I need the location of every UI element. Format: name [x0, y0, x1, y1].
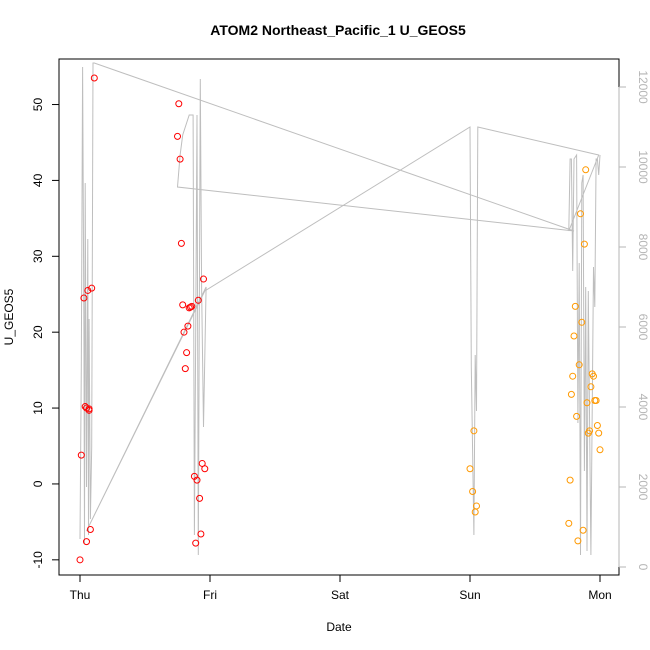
data-point: [200, 275, 207, 283]
data-point: [176, 155, 184, 163]
data-point: [177, 239, 185, 247]
y2-tick-label: 4000: [636, 394, 650, 421]
data-point: [473, 502, 480, 510]
y-tick-label: 30: [31, 249, 45, 263]
y2-tick-label: 0: [636, 564, 650, 571]
data-point: [85, 406, 93, 414]
data-point: [470, 427, 478, 435]
data-point: [88, 284, 96, 292]
data-point: [587, 383, 595, 391]
data-point: [184, 322, 192, 330]
data-point: [575, 361, 583, 369]
y2-tick-label: 2000: [636, 474, 650, 501]
data-point: [582, 166, 590, 174]
data-point: [187, 303, 194, 311]
data-points: [76, 74, 604, 564]
x-axis-title: Date: [326, 620, 352, 634]
chart-title: ATOM2 Northeast_Pacific_1 U_GEOS5: [210, 22, 466, 38]
data-point: [86, 525, 94, 533]
data-point: [180, 328, 188, 336]
x-tick-label: Mon: [588, 588, 611, 602]
data-point: [579, 526, 587, 534]
y-axis: -10 0 10 20 30 40 50: [31, 98, 60, 569]
y-tick-label: 20: [31, 325, 45, 339]
data-point: [590, 372, 597, 380]
data-point: [188, 302, 196, 310]
data-point: [84, 286, 92, 294]
data-point: [593, 422, 601, 430]
altitude-lines: [79, 62, 601, 556]
data-point: [197, 530, 205, 538]
data-point: [81, 403, 89, 411]
x-tick-label: Fri: [203, 588, 217, 602]
data-point: [592, 396, 600, 404]
data-point: [194, 296, 202, 304]
data-point: [574, 537, 582, 545]
y-tick-label: 10: [31, 401, 45, 415]
data-point: [77, 451, 85, 459]
y2-tick-label: 6000: [636, 314, 650, 341]
data-point: [83, 538, 90, 546]
data-point: [196, 494, 204, 502]
altitude-line: [79, 62, 601, 556]
data-point: [595, 429, 603, 437]
data-point: [175, 100, 183, 108]
y2-tick-label: 10000: [636, 150, 650, 184]
data-point: [179, 301, 187, 309]
x-tick-label: Thu: [70, 588, 91, 602]
data-point: [566, 476, 574, 484]
data-point: [577, 210, 584, 218]
data-point: [201, 465, 209, 473]
y-tick-label: 0: [31, 480, 45, 487]
data-point: [569, 372, 577, 380]
x-tick-label: Sat: [331, 588, 350, 602]
data-point: [571, 302, 579, 310]
data-point: [76, 556, 84, 564]
data-point: [174, 132, 181, 140]
x-tick-label: Sun: [459, 588, 480, 602]
data-point: [580, 240, 588, 248]
data-point: [466, 465, 474, 473]
data-point: [586, 427, 594, 435]
plot-frame: [58, 58, 620, 576]
data-point: [573, 412, 581, 420]
data-point: [570, 332, 578, 340]
data-point: [90, 74, 98, 82]
data-point: [578, 318, 586, 326]
data-point: [596, 446, 604, 454]
data-point: [565, 519, 573, 527]
data-point: [181, 365, 189, 373]
data-point: [192, 539, 200, 547]
y2-axis: 0 2000 4000 6000 8000 10000 12000: [618, 70, 650, 571]
data-point: [567, 390, 575, 398]
y2-tick-label: 12000: [636, 70, 650, 104]
data-point: [193, 476, 201, 484]
x-axis: Thu Fri Sat Sun Mon: [70, 574, 612, 602]
data-point: [583, 399, 591, 407]
y-axis-title: U_GEOS5: [2, 288, 16, 345]
y2-tick-label: 8000: [636, 234, 650, 261]
data-point: [469, 488, 477, 496]
y-tick-label: 40: [31, 173, 45, 187]
y-tick-label: -10: [31, 551, 45, 569]
data-point: [183, 349, 191, 357]
y-tick-label: 50: [31, 98, 45, 112]
data-point: [80, 294, 88, 302]
